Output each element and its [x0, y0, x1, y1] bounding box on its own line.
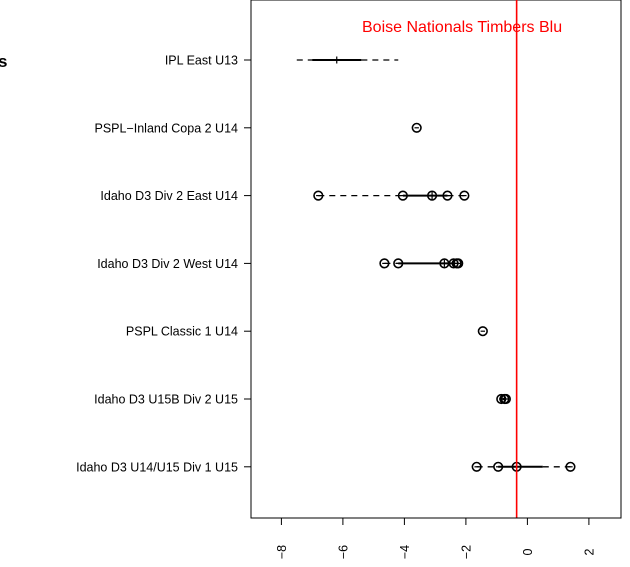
data-point	[500, 393, 511, 405]
x-tick-label: −4	[398, 545, 412, 559]
data-point	[397, 190, 408, 201]
category-label: IPL East U13	[165, 54, 238, 68]
category-label: PSPL−Inland Copa 2 U14	[94, 121, 238, 135]
category-label: Idaho D3 Div 2 East U14	[100, 189, 238, 203]
x-tick-label: −2	[459, 545, 473, 559]
x-tick-label: −8	[275, 545, 289, 559]
x-tick-label: 2	[582, 548, 596, 555]
data-point	[477, 326, 488, 337]
data-point	[426, 190, 438, 201]
data-point	[459, 190, 470, 201]
data-point	[493, 461, 504, 472]
data-point	[565, 461, 576, 472]
data-point	[453, 258, 464, 269]
category-label: Idaho D3 U15B Div 2 U15	[94, 393, 238, 407]
category-label: PSPL Classic 1 U14	[126, 325, 238, 339]
category-label: Idaho D3 U14/U15 Div 1 U15	[76, 460, 238, 474]
data-point	[393, 258, 404, 269]
category-label: Idaho D3 Div 2 West U14	[97, 257, 238, 271]
x-tick-label: 0	[521, 548, 535, 555]
chart-title-fragment: s	[0, 52, 7, 71]
x-tick-label: −6	[336, 545, 350, 559]
data-point	[471, 461, 482, 472]
data-point	[411, 122, 422, 133]
data-point	[379, 258, 390, 269]
data-point	[442, 190, 453, 201]
data-point	[313, 190, 324, 201]
plot-frame	[250, 0, 622, 519]
reference-line-label: Boise Nationals Timbers Blu	[362, 19, 562, 36]
